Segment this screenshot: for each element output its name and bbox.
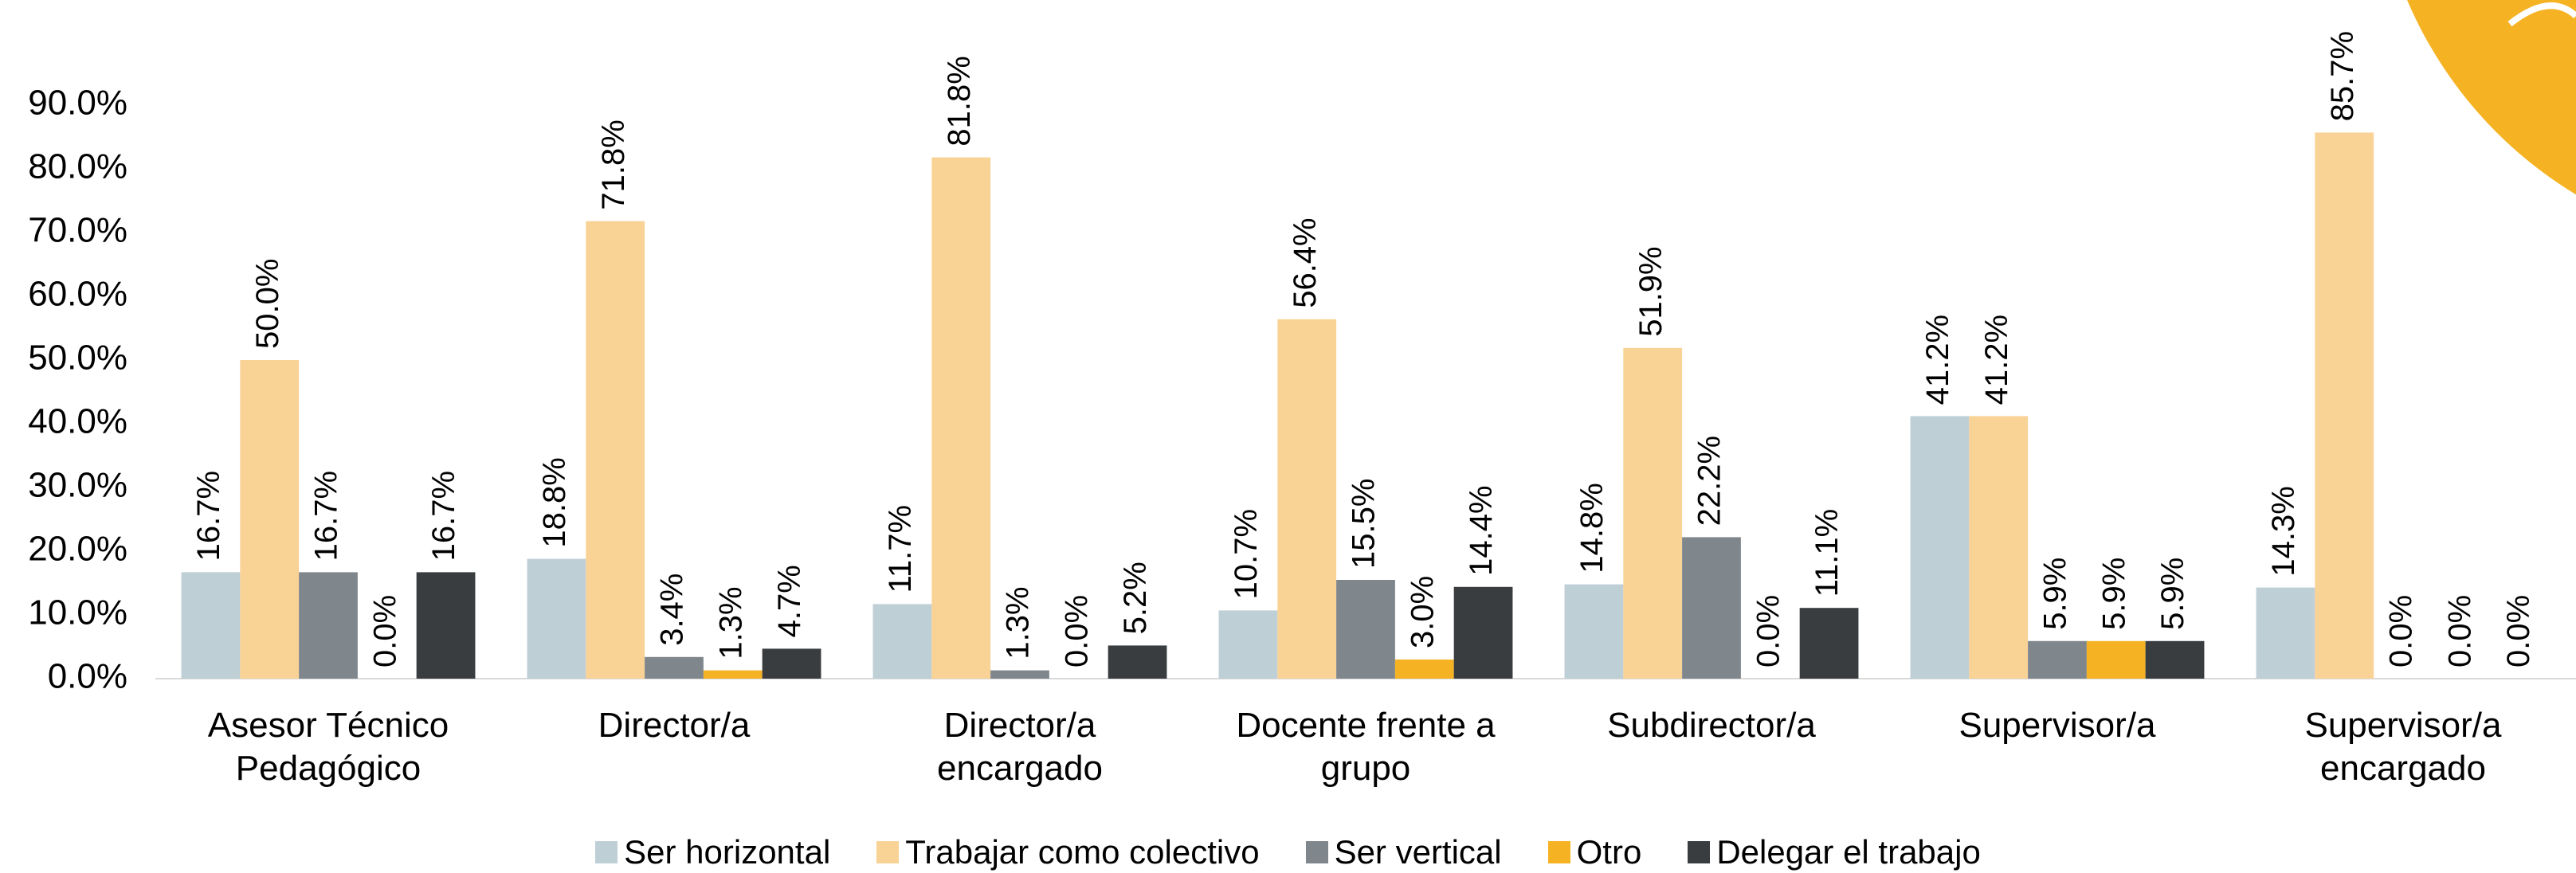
value-label: 5.9% bbox=[2155, 558, 2190, 630]
y-tick-label: 10.0% bbox=[28, 593, 127, 632]
value-label: 0.0% bbox=[2442, 595, 2477, 667]
bar bbox=[990, 671, 1049, 679]
value-label: 11.1% bbox=[1809, 509, 1845, 597]
legend-label: Ser vertical bbox=[1335, 833, 1502, 871]
legend-swatch bbox=[1688, 841, 1710, 863]
bar bbox=[931, 158, 990, 679]
y-tick-label: 20.0% bbox=[28, 530, 127, 569]
bar bbox=[645, 657, 704, 679]
x-tick-label: Director/a encargado bbox=[865, 704, 1175, 790]
x-tick-label: Supervisor/a bbox=[1902, 704, 2213, 747]
value-label: 15.5% bbox=[1347, 479, 1382, 569]
bar bbox=[527, 559, 586, 679]
bar bbox=[1623, 348, 1682, 679]
legend-label: Trabajar como colectivo bbox=[905, 833, 1259, 871]
legend: Ser horizontal Trabajar como colectivo Ser… bbox=[0, 833, 2576, 871]
bar bbox=[2028, 641, 2087, 679]
value-label: 4.7% bbox=[772, 565, 807, 637]
value-label: 16.7% bbox=[191, 471, 226, 561]
value-label: 1.3% bbox=[1001, 586, 1036, 659]
y-tick-label: 30.0% bbox=[28, 466, 127, 505]
bar bbox=[586, 221, 645, 679]
value-label: 16.7% bbox=[426, 471, 461, 561]
bar bbox=[1395, 660, 1454, 679]
legend-item: Ser vertical bbox=[1306, 833, 1502, 871]
value-label: 10.7% bbox=[1229, 509, 1264, 599]
bar bbox=[2146, 641, 2205, 679]
value-label: 3.0% bbox=[1405, 576, 1440, 648]
y-tick-label: 70.0% bbox=[28, 211, 127, 250]
value-label: 1.3% bbox=[713, 586, 748, 659]
value-label: 85.7% bbox=[2325, 31, 2360, 121]
bar bbox=[1565, 585, 1624, 679]
x-tick-label: Director/a bbox=[519, 704, 829, 747]
bar bbox=[1969, 416, 2028, 679]
bar bbox=[1911, 416, 1970, 679]
bar bbox=[873, 604, 932, 679]
value-label: 22.2% bbox=[1692, 436, 1727, 526]
bar bbox=[2256, 588, 2315, 679]
value-label: 51.9% bbox=[1633, 246, 1668, 336]
value-label: 41.2% bbox=[1920, 315, 1955, 405]
page: {"chart_data": {"type": "bar", "categori… bbox=[0, 0, 2576, 873]
bar bbox=[240, 360, 299, 679]
value-label: 41.2% bbox=[1979, 315, 2014, 405]
bar bbox=[1800, 608, 1859, 679]
value-label: 0.0% bbox=[2384, 595, 2419, 667]
value-label: 16.7% bbox=[309, 471, 344, 561]
value-label: 5.9% bbox=[2096, 558, 2131, 630]
value-label: 18.8% bbox=[537, 457, 572, 547]
x-tick-label: Subdirector/a bbox=[1556, 704, 1867, 747]
bar bbox=[1219, 610, 1278, 679]
value-label: 14.3% bbox=[2266, 486, 2301, 576]
x-tick-label: Docente frente a grupo bbox=[1210, 704, 1521, 790]
y-tick-label: 80.0% bbox=[28, 147, 127, 186]
value-label: 0.0% bbox=[1059, 595, 1094, 667]
bar bbox=[299, 572, 358, 679]
legend-item: Ser horizontal bbox=[595, 833, 830, 871]
y-tick-label: 90.0% bbox=[28, 84, 127, 123]
y-tick-label: 50.0% bbox=[28, 339, 127, 378]
legend-swatch bbox=[1306, 841, 1328, 863]
value-label: 81.8% bbox=[942, 56, 977, 146]
value-label: 0.0% bbox=[367, 595, 402, 667]
value-label: 14.4% bbox=[1464, 485, 1499, 575]
bar bbox=[1454, 587, 1513, 679]
legend-item: Trabajar como colectivo bbox=[876, 833, 1259, 871]
bar bbox=[2315, 132, 2374, 679]
legend-label: Otro bbox=[1577, 833, 1642, 871]
y-tick-label: 40.0% bbox=[28, 402, 127, 441]
value-label: 11.7% bbox=[883, 505, 918, 593]
legend-label: Delegar el trabajo bbox=[1716, 833, 1981, 871]
legend-swatch bbox=[595, 841, 618, 863]
x-tick-label: Asesor Técnico Pedagógico bbox=[173, 704, 484, 790]
bar bbox=[1277, 319, 1336, 679]
y-tick-label: 0.0% bbox=[48, 657, 127, 696]
decoration bbox=[2374, 0, 2576, 255]
bar bbox=[2087, 641, 2146, 679]
value-label: 0.0% bbox=[2501, 595, 2536, 667]
bar bbox=[763, 648, 821, 679]
legend-item: Delegar el trabajo bbox=[1688, 833, 1981, 871]
value-label: 5.9% bbox=[2038, 558, 2073, 630]
legend-swatch bbox=[1548, 841, 1570, 863]
value-label: 0.0% bbox=[1751, 595, 1786, 667]
y-tick-label: 60.0% bbox=[28, 275, 127, 314]
legend-swatch bbox=[876, 841, 899, 863]
value-label: 71.8% bbox=[596, 119, 631, 209]
value-label: 56.4% bbox=[1288, 217, 1323, 307]
x-tick-label: Supervisor/a encargado bbox=[2248, 704, 2558, 790]
value-label: 14.8% bbox=[1574, 483, 1610, 573]
legend-item: Otro bbox=[1548, 833, 1642, 871]
bar bbox=[704, 671, 763, 679]
bar bbox=[182, 572, 241, 679]
value-label: 5.2% bbox=[1118, 562, 1153, 634]
bar bbox=[1108, 645, 1167, 679]
legend-label: Ser horizontal bbox=[624, 833, 830, 871]
value-label: 50.0% bbox=[250, 259, 285, 349]
bar bbox=[1682, 537, 1741, 679]
bar bbox=[1336, 580, 1395, 679]
bar bbox=[417, 572, 476, 679]
value-label: 3.4% bbox=[655, 574, 690, 646]
